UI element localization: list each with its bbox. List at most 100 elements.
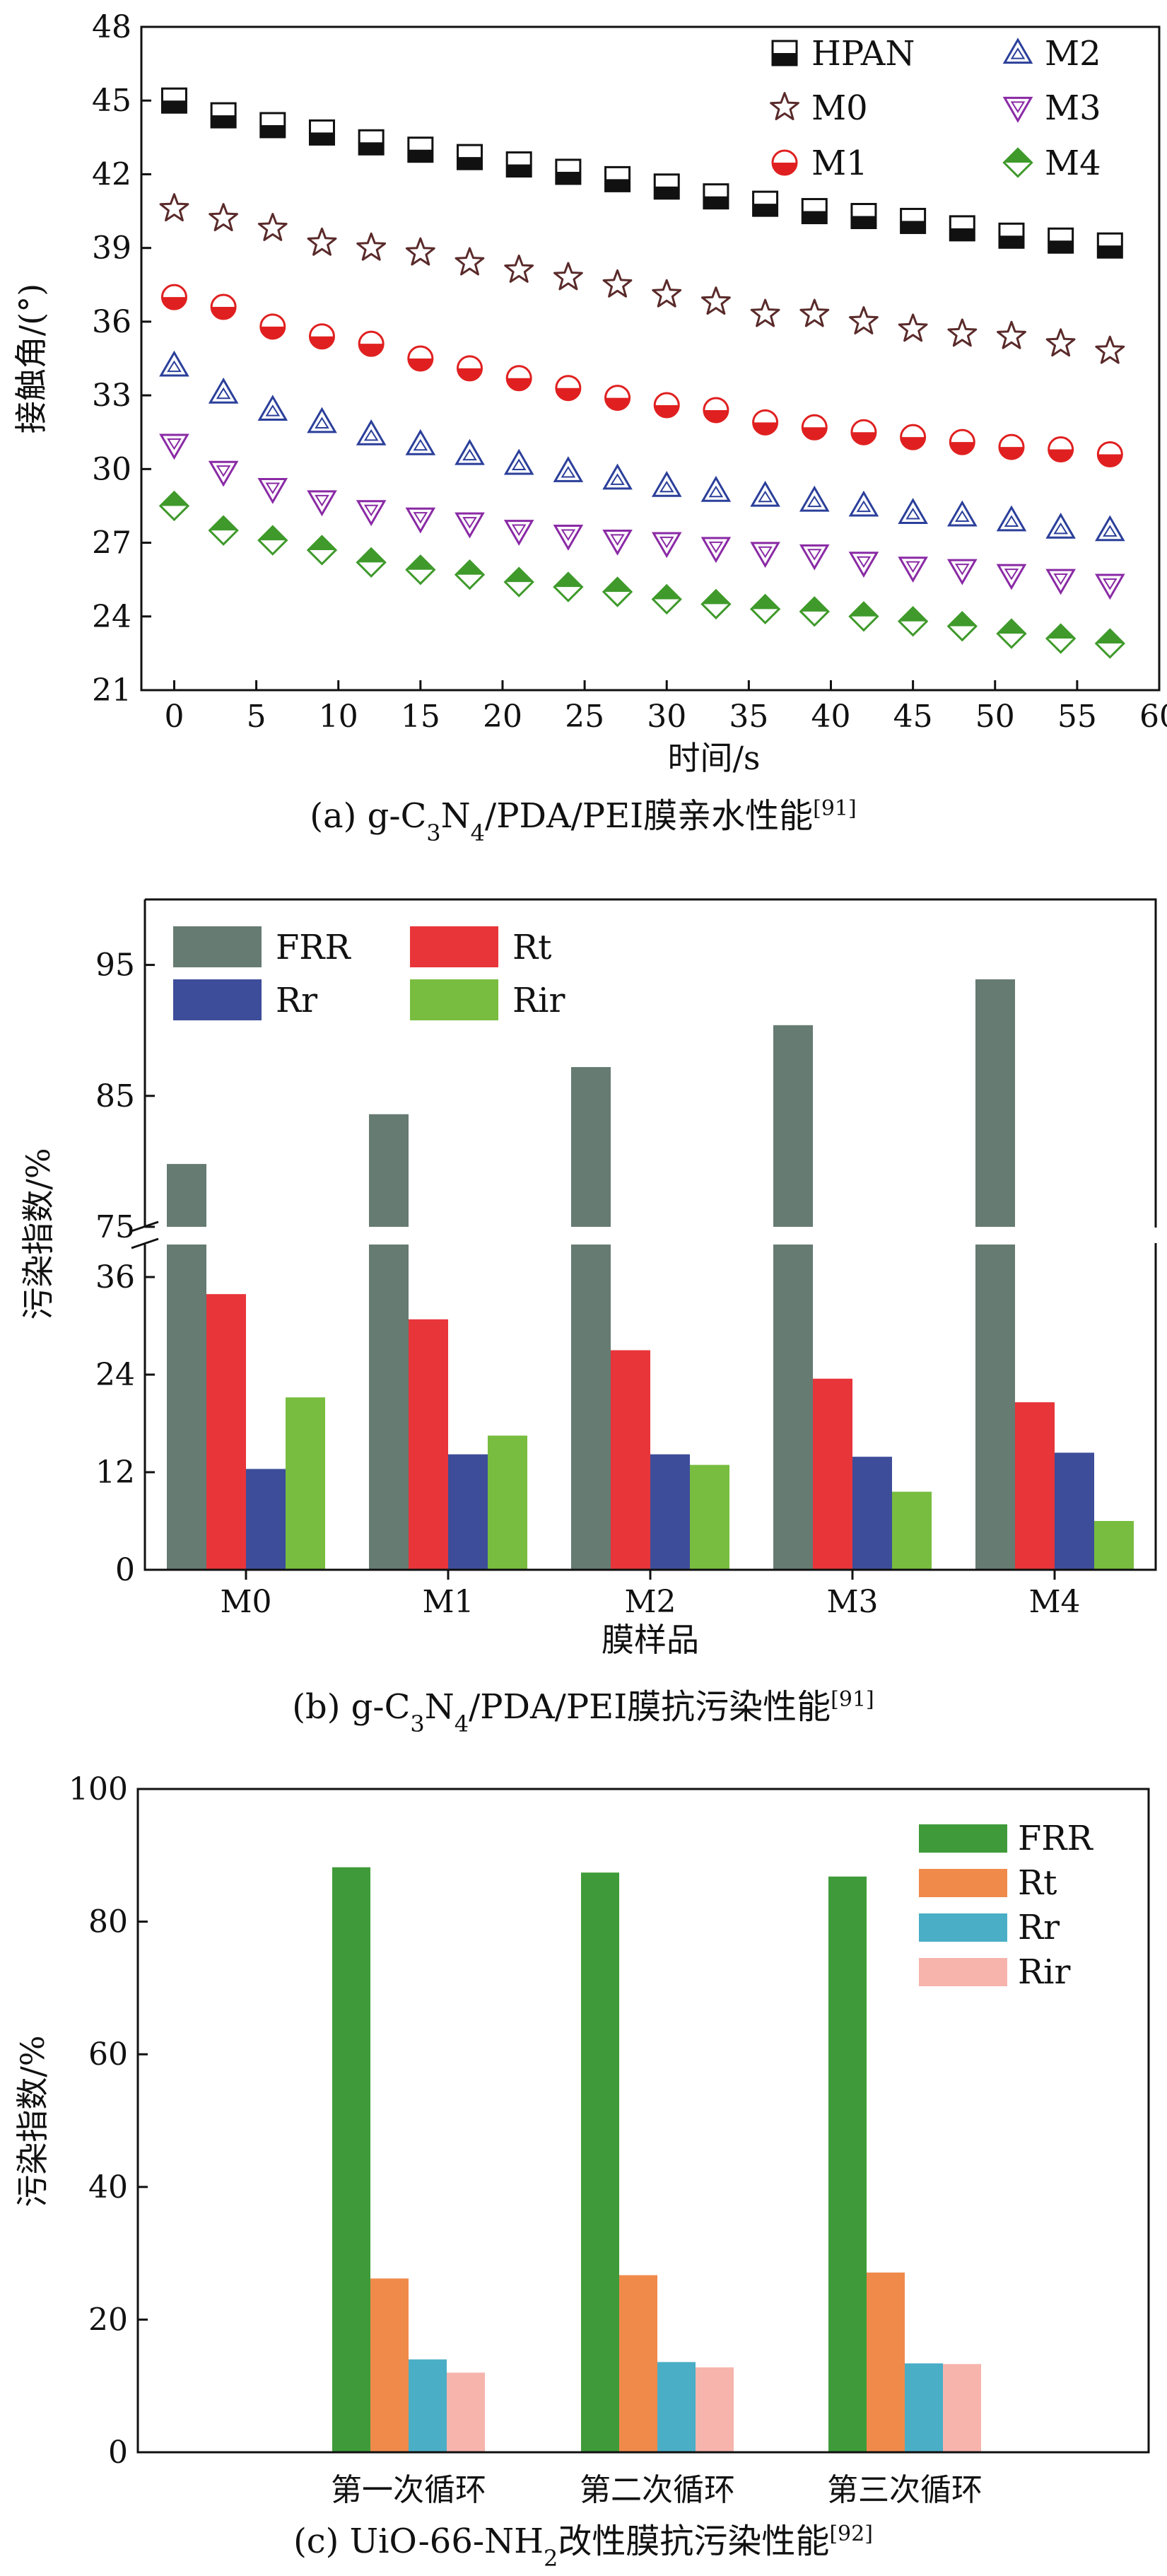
panel-b-caption-sub2: 4 xyxy=(455,1710,469,1737)
panel-b-y-axis-label: 污染指数/% xyxy=(19,1148,57,1319)
panel-a-point-m3 xyxy=(159,433,189,460)
panel-a-data-points xyxy=(158,87,1125,659)
panel-b-bar-frr-upper xyxy=(167,1164,206,1227)
panel-c-legend-swatch-rr xyxy=(919,1913,1007,1942)
panel-b-x-tick-label: M2 xyxy=(624,1584,676,1620)
panel-b-bar-frr-lower xyxy=(773,1245,813,1570)
panel-a-point-m1 xyxy=(703,397,729,424)
panel-a-y-tick-label: 48 xyxy=(92,9,131,45)
panel-a-legend: HPAN M0 M1 M2 M3 M4 xyxy=(770,34,1101,183)
panel-a-point-m3 xyxy=(208,460,239,487)
panel-a-point-m0 xyxy=(849,306,879,334)
panel-a-legend-label-hpan: HPAN xyxy=(811,34,915,74)
panel-a-point-m1 xyxy=(1048,436,1074,463)
panel-c-bar-frr xyxy=(828,1876,867,2452)
panel-a-point-m0 xyxy=(701,286,731,315)
panel-c-legend-label-rt: Rt xyxy=(1018,1863,1057,1903)
panel-b-plot-frame xyxy=(143,898,1157,1571)
panel-a-legend-marker-m4 xyxy=(1002,147,1033,178)
panel-b-bar-frr-upper xyxy=(773,1025,813,1227)
panel-a-point-m3 xyxy=(946,559,978,585)
panel-a-y-tick-label: 21 xyxy=(92,672,131,709)
panel-c-legend-label-frr: FRR xyxy=(1018,1819,1093,1858)
panel-a-point-hpan xyxy=(259,112,286,139)
panel-a-caption-mid1: N xyxy=(441,796,471,836)
panel-a-point-m0 xyxy=(405,237,435,266)
panel-b-bar-rr xyxy=(650,1454,690,1570)
panel-a-point-m1 xyxy=(407,345,434,372)
panel-c-y-tick-label: 100 xyxy=(69,1771,128,1807)
panel-a-caption-prefix: (a) g-C xyxy=(310,796,426,836)
panel-b-bar-rir xyxy=(488,1435,527,1570)
panel-b-y-axis: 0 12 24 36 75 85 95 xyxy=(95,948,155,1588)
panel-a-point-m4 xyxy=(553,571,584,602)
panel-a-point-m0 xyxy=(159,193,189,222)
panel-a-point-m0 xyxy=(750,298,780,327)
panel-a-point-m4 xyxy=(700,588,732,620)
panel-a-point-m2 xyxy=(946,500,978,527)
panel-a-point-m3 xyxy=(356,500,387,527)
panel-a-point-hpan xyxy=(358,129,385,156)
panel-a-y-axis: 21 24 27 30 33 36 39 42 45 48 xyxy=(92,9,151,709)
panel-a-point-hpan xyxy=(998,222,1025,249)
panel-c-x-axis: 第一次循环 第二次循环 第三次循环 xyxy=(331,2472,983,2508)
panel-c-bar-rr xyxy=(409,2359,447,2452)
panel-a-point-m3 xyxy=(405,507,436,534)
panel-a-point-m2 xyxy=(750,480,780,507)
panel-a-point-m4 xyxy=(158,490,190,522)
panel-a-point-m4 xyxy=(405,554,436,585)
panel-a-point-m4 xyxy=(208,515,239,546)
panel-a-point-hpan xyxy=(604,165,631,192)
panel-c-legend: FRR Rt Rr Rir xyxy=(919,1819,1093,1992)
panel-a-point-m0 xyxy=(1045,328,1076,357)
panel-a-point-m1 xyxy=(604,385,631,412)
panel-b-y-tick-label: 95 xyxy=(95,948,135,984)
panel-a-point-hpan xyxy=(407,136,434,163)
panel-b-x-tick-label: M3 xyxy=(826,1584,878,1620)
panel-b-legend-label-frr: FRR xyxy=(276,928,351,967)
panel-a-point-m2 xyxy=(257,395,288,421)
panel-a-y-tick-label: 30 xyxy=(92,451,131,487)
panel-c-bar-rt xyxy=(867,2272,905,2452)
panel-a-point-m4 xyxy=(1045,623,1077,654)
panel-a-point-m4 xyxy=(897,606,929,637)
panel-a-legend-marker-m0 xyxy=(770,92,799,120)
panel-a-point-m1 xyxy=(160,284,187,310)
panel-a-x-tick-label: 25 xyxy=(565,699,604,735)
panel-b-caption-mid2: /PDA/PEI膜抗污染性能 xyxy=(469,1687,831,1727)
panel-b-caption-ref: [91] xyxy=(831,1687,874,1712)
panel-a-plot-frame xyxy=(140,25,1161,692)
panel-a-point-m2 xyxy=(208,377,239,404)
panel-a-caption: (a) g-C3N4/PDA/PEI膜亲水性能[91] xyxy=(310,796,856,847)
panel-b-caption: (b) g-C3N4/PDA/PEI膜抗污染性能[91] xyxy=(292,1687,874,1738)
panel-a-point-m2 xyxy=(700,475,732,502)
panel-c-legend-label-rir: Rir xyxy=(1018,1952,1070,1992)
panel-c-y-tick-label: 20 xyxy=(88,2302,128,2338)
panel-b-y-tick-label: 75 xyxy=(95,1209,135,1245)
panel-c-y-axis: 0 20 40 60 80 100 xyxy=(69,1771,148,2471)
panel-a-point-hpan xyxy=(653,173,680,200)
panel-a-point-m4 xyxy=(503,566,534,598)
panel-a-point-m3 xyxy=(602,529,633,556)
panel-b-bar-frr-lower xyxy=(571,1245,611,1570)
panel-a-point-m2 xyxy=(356,419,387,445)
panel-a-point-m1 xyxy=(555,375,582,402)
panel-a-x-tick-label: 20 xyxy=(483,699,522,735)
panel-a-point-m4 xyxy=(356,547,387,578)
panel-b-bar-rir xyxy=(286,1397,325,1570)
panel-a-point-m4 xyxy=(602,576,633,607)
panel-b-bar-rr xyxy=(1055,1452,1094,1570)
panel-c-x-tick-label: 第三次循环 xyxy=(827,2472,983,2508)
panel-a-point-m4 xyxy=(651,583,682,615)
panel-c-x-tick-label: 第一次循环 xyxy=(331,2472,486,2508)
panel-a-x-tick-label: 45 xyxy=(893,699,933,735)
panel-b-bar-frr-lower xyxy=(369,1245,409,1570)
panel-a-point-m3 xyxy=(553,525,584,551)
panel-a-point-m0 xyxy=(504,255,534,283)
panel-a-x-axis-label: 时间/s xyxy=(667,739,760,777)
panel-b-y-tick-label: 0 xyxy=(115,1552,135,1588)
panel-c-y-tick-label: 0 xyxy=(108,2435,128,2471)
panel-c-y-tick-label: 40 xyxy=(88,2169,128,2205)
panel-a-point-hpan xyxy=(555,158,582,185)
panel-a-point-m1 xyxy=(259,313,286,340)
